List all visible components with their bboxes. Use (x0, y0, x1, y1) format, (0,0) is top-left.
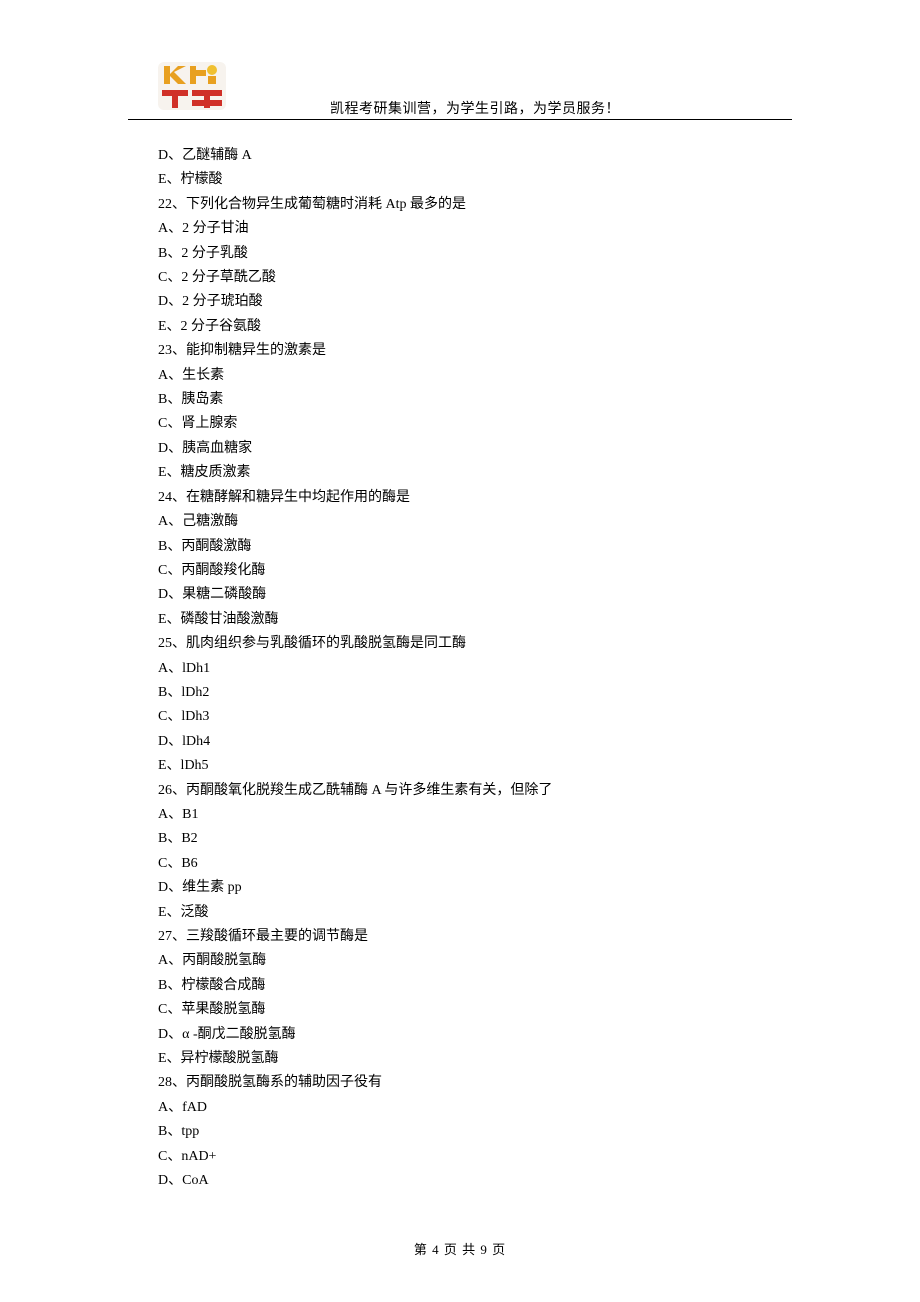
text-line: 22、下列化合物异生成葡萄糖时消耗 Atp 最多的是 (158, 193, 778, 217)
text-line: A、B1 (158, 803, 778, 827)
text-line: A、生长素 (158, 364, 778, 388)
text-line: D、维生素 pp (158, 876, 778, 900)
text-line: B、B2 (158, 827, 778, 851)
text-line: E、磷酸甘油酸激酶 (158, 608, 778, 632)
text-line: 27、三羧酸循环最主要的调节酶是 (158, 925, 778, 949)
text-line: D、lDh4 (158, 730, 778, 754)
text-line: C、2 分子草酰乙酸 (158, 266, 778, 290)
text-line: D、2 分子琥珀酸 (158, 290, 778, 314)
page-footer: 第 4 页 共 9 页 (0, 1239, 920, 1258)
text-line: C、B6 (158, 852, 778, 876)
text-line: A、lDh1 (158, 657, 778, 681)
header-divider (128, 119, 792, 120)
text-line: 26、丙酮酸氧化脱羧生成乙酰辅酶 A 与许多维生素有关，但除了 (158, 779, 778, 803)
text-line: D、胰高血糖家 (158, 437, 778, 461)
text-line: D、乙醚辅酶 A (158, 144, 778, 168)
text-line: 25、肌肉组织参与乳酸循环的乳酸脱氢酶是同工酶 (158, 632, 778, 656)
page: 凯程考研集训营，为学生引路，为学员服务！ D、乙醚辅酶 A E、柠檬酸 22、下… (0, 0, 920, 1302)
text-line: C、肾上腺索 (158, 412, 778, 436)
brand-logo (156, 60, 228, 112)
text-line: A、己糖激酶 (158, 510, 778, 534)
text-line: B、柠檬酸合成酶 (158, 974, 778, 998)
text-line: B、lDh2 (158, 681, 778, 705)
text-line: E、糖皮质激素 (158, 461, 778, 485)
text-line: C、lDh3 (158, 705, 778, 729)
text-line: E、柠檬酸 (158, 168, 778, 192)
text-line: B、胰岛素 (158, 388, 778, 412)
text-line: 28、丙酮酸脱氢酶系的辅助因子役有 (158, 1071, 778, 1095)
document-body: D、乙醚辅酶 A E、柠檬酸 22、下列化合物异生成葡萄糖时消耗 Atp 最多的… (158, 144, 778, 1193)
text-line: E、lDh5 (158, 754, 778, 778)
text-line: D、CoA (158, 1169, 778, 1193)
text-line: 23、能抑制糖异生的激素是 (158, 339, 778, 363)
text-line: B、tpp (158, 1120, 778, 1144)
text-line: E、2 分子谷氨酸 (158, 315, 778, 339)
text-line: 24、在糖酵解和糖异生中均起作用的酶是 (158, 486, 778, 510)
page-header: 凯程考研集训营，为学生引路，为学员服务！ (128, 64, 792, 126)
text-line: D、α -酮戊二酸脱氢酶 (158, 1023, 778, 1047)
text-line: B、2 分子乳酸 (158, 242, 778, 266)
text-line: A、fAD (158, 1096, 778, 1120)
text-line: E、泛酸 (158, 901, 778, 925)
text-line: A、2 分子甘油 (158, 217, 778, 241)
text-line: C、丙酮酸羧化酶 (158, 559, 778, 583)
text-line: C、nAD+ (158, 1145, 778, 1169)
text-line: C、苹果酸脱氢酶 (158, 998, 778, 1022)
text-line: D、果糖二磷酸酶 (158, 583, 778, 607)
text-line: B、丙酮酸激酶 (158, 535, 778, 559)
text-line: E、异柠檬酸脱氢酶 (158, 1047, 778, 1071)
text-line: A、丙酮酸脱氢酶 (158, 949, 778, 973)
header-slogan: 凯程考研集训营，为学生引路，为学员服务！ (330, 98, 620, 118)
